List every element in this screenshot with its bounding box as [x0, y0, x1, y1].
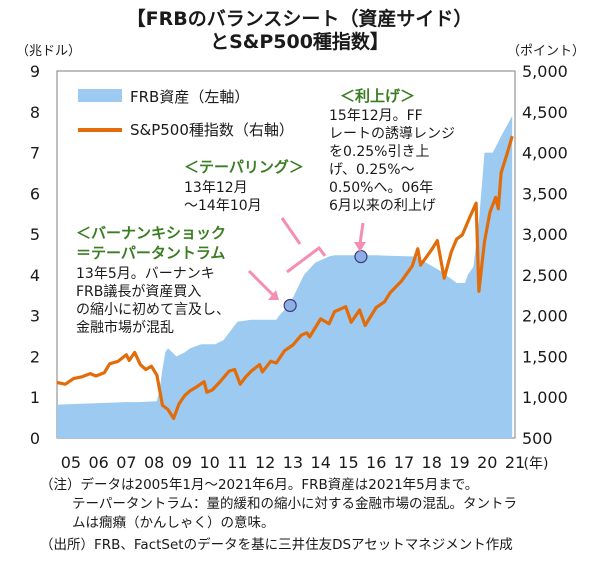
right-tick-label: 3,500	[522, 184, 568, 203]
footnote-line-1: （注）データは2005年1月～2021年6月。FRB資産は2021年5月まで。	[40, 477, 479, 493]
right-tick-label: 1,500	[522, 347, 568, 366]
annotation-header: ＜テーパリング＞	[184, 158, 304, 176]
annotation-text: FRB議長が資産買入	[76, 283, 201, 300]
annotation-text: ～14年10月	[184, 198, 262, 214]
x-axis-unit: (年)	[524, 456, 549, 472]
annotation-text: 金融市場が混乱	[76, 319, 174, 336]
annotation-text: げ、0.25%～	[329, 162, 415, 178]
left-tick-label: 0	[30, 429, 40, 448]
annotation-text: を0.25%引き上	[329, 144, 429, 160]
annotation-text: レートの誘導レンジ	[329, 126, 455, 142]
annotation-text: 13年12月	[184, 180, 248, 196]
footnote-line-2: テーパータントラム：量的緩和の縮小に対する金融市場の混乱。タントラ	[72, 496, 517, 512]
x-tick-label: 19	[449, 453, 469, 472]
x-tick-label: 07	[116, 453, 136, 472]
pointer-arrowhead	[268, 290, 279, 300]
x-tick-label: 16	[366, 453, 386, 472]
left-tick-label: 9	[30, 62, 40, 81]
x-tick-label: 18	[422, 453, 442, 472]
right-tick-label: 3,000	[522, 225, 568, 244]
left-tick-label: 8	[30, 103, 40, 122]
left-axis-unit: （兆ドル）	[16, 44, 82, 59]
annotation-header: ＜利上げ＞	[340, 87, 415, 105]
left-tick-label: 5	[30, 225, 40, 244]
x-tick-label: 05	[61, 453, 81, 472]
right-tick-label: 2,500	[522, 266, 568, 285]
x-tick-label: 13	[283, 453, 303, 472]
frb-assets-area	[57, 115, 513, 439]
left-tick-label: 1	[30, 388, 40, 407]
legend-swatch-frb	[78, 89, 122, 102]
x-tick-label: 12	[255, 453, 275, 472]
right-tick-label: 1,000	[522, 388, 568, 407]
left-tick-label: 4	[30, 266, 40, 285]
x-tick-label: 10	[199, 453, 219, 472]
x-tick-label: 21	[505, 453, 525, 472]
annotation-text: 15年12月。FF	[329, 108, 423, 124]
annotation-text: の縮小に初めて言及し、	[76, 301, 230, 318]
left-tick-label: 3	[30, 307, 40, 326]
annotation-text: 0.50%へ。06年	[329, 180, 433, 196]
x-tick-label: 15	[338, 453, 358, 472]
x-tick-label: 14	[311, 453, 331, 472]
pointer-arrowhead	[354, 242, 366, 252]
annotation-text: 6月以来の利上げ	[329, 198, 436, 214]
event-marker	[283, 298, 297, 313]
legend-label-frb: FRB資産（左軸）	[130, 88, 249, 106]
annotation-header: ＜バーナンキショック	[76, 224, 226, 242]
footnote-line-3: ムは癇癪（かんしゃく）の意味。	[72, 515, 275, 531]
right-axis-unit: （ポイント）	[506, 44, 585, 59]
chart-title: 【FRBのバランスシート（資産サイド）	[126, 8, 473, 30]
x-tick-label: 06	[88, 453, 108, 472]
annotation-text: 13年5月。バーナンキ	[76, 266, 215, 282]
x-tick-label: 17	[394, 453, 414, 472]
chart-subtitle: とS&P500種指数】	[210, 31, 389, 53]
annotation-header: ＝テーパータントラム	[76, 244, 225, 262]
left-tick-label: 2	[30, 347, 40, 366]
event-marker	[354, 249, 368, 264]
x-tick-label: 20	[477, 453, 497, 472]
pointer-arrow	[247, 269, 276, 298]
right-tick-label: 4,500	[522, 103, 568, 122]
pointer-line	[280, 217, 302, 245]
sp500-line	[56, 135, 514, 420]
right-tick-label: 4,000	[522, 144, 568, 163]
source-note: （出所）FRB、FactSetのデータを基に三井住友DSアセットマネジメント作成	[40, 537, 513, 553]
left-tick-label: 7	[30, 144, 40, 163]
right-tick-label: 2,000	[522, 307, 568, 326]
legend-label-sp500: S&P500種指数（右軸）	[130, 121, 294, 139]
left-tick-label: 6	[30, 184, 40, 203]
x-tick-label: 09	[172, 453, 192, 472]
right-tick-label: 500	[522, 429, 553, 448]
x-tick-label: 11	[227, 453, 247, 472]
x-tick-label: 08	[144, 453, 164, 472]
right-tick-label: 5,000	[522, 62, 568, 81]
tapering-bracket	[286, 245, 327, 274]
pointer-arrow	[358, 222, 365, 245]
